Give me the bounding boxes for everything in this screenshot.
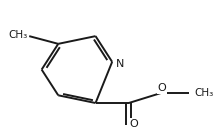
Text: N: N [116, 59, 125, 69]
Text: CH₃: CH₃ [8, 30, 27, 40]
Text: O: O [130, 119, 138, 129]
Text: CH₃: CH₃ [194, 88, 213, 98]
Text: O: O [157, 83, 166, 93]
